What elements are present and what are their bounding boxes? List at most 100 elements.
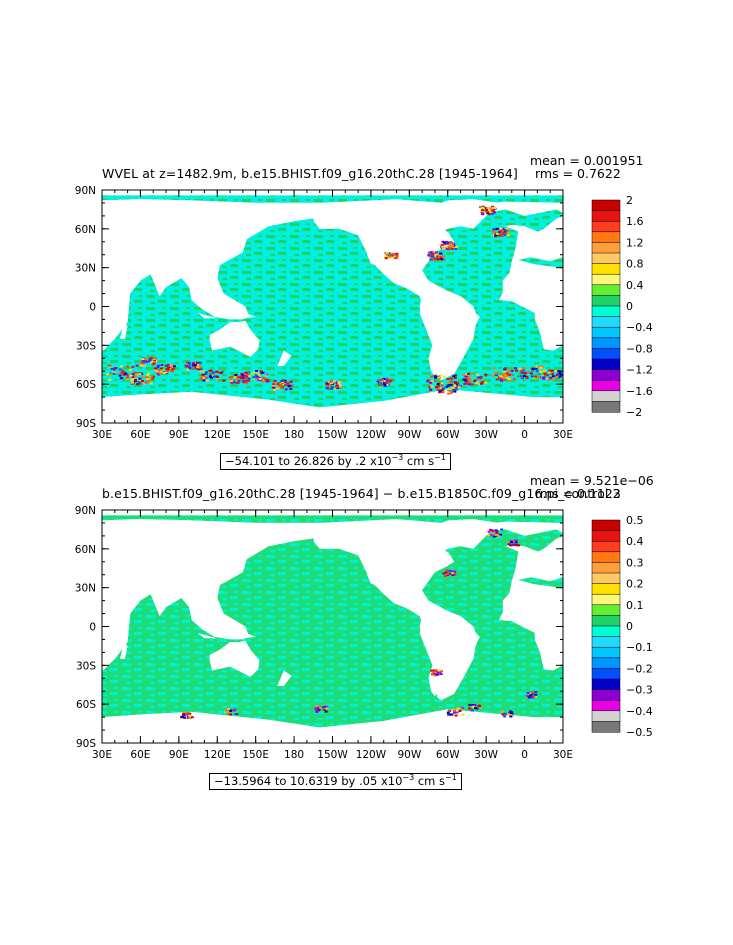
x-tick-label: 0 [521, 429, 528, 441]
land-mask [313, 202, 451, 297]
field-cell [430, 375, 434, 378]
field-cell [138, 377, 142, 380]
field-cell [129, 374, 133, 377]
field-cell [465, 373, 469, 376]
field-cell [478, 705, 481, 708]
field-cell [131, 365, 135, 368]
x-tick-label: 30W [474, 749, 498, 761]
colorbar-swatch [591, 657, 621, 669]
field-cell [492, 367, 496, 370]
field-cell [118, 374, 122, 377]
field-cell [447, 241, 451, 244]
field-cell [188, 716, 192, 719]
field-cell [475, 373, 479, 376]
field-cell [153, 367, 157, 370]
field-cell [490, 212, 494, 215]
field-cell [440, 258, 444, 261]
field-cell [113, 368, 117, 371]
field-cell [212, 375, 216, 378]
x-tick-label: 150W [317, 429, 348, 441]
land-mask [108, 587, 136, 611]
field-cell [129, 373, 133, 376]
field-cell [529, 696, 533, 699]
field-cell [507, 370, 511, 373]
field-cell [453, 570, 457, 573]
field-cell [468, 381, 472, 384]
field-cell [159, 367, 163, 370]
field-cell [191, 368, 195, 371]
field-cell [501, 227, 505, 230]
x-tick-label: 150W [317, 749, 348, 761]
field-cell [530, 375, 534, 378]
field-cell [509, 541, 513, 543]
field-cell [234, 374, 238, 377]
x-tick-label: 90W [397, 749, 421, 761]
field-cell [555, 377, 559, 380]
field-cell [385, 255, 389, 258]
field-cell [545, 377, 549, 380]
field-cell [428, 251, 432, 254]
field-cell [226, 712, 230, 715]
field-cell [456, 707, 460, 710]
field-cell [479, 382, 483, 385]
x-tick-label: 120W [356, 749, 387, 761]
field-cell [446, 711, 450, 714]
field-cell [128, 369, 132, 371]
field-cell [380, 379, 384, 381]
field-cell [450, 570, 454, 573]
field-cell [437, 382, 441, 385]
field-cell [246, 371, 250, 374]
field-cell [255, 374, 258, 377]
colorbar-swatch [591, 316, 621, 328]
land-mask [230, 310, 256, 319]
field-cell [492, 374, 495, 377]
field-cell [390, 378, 394, 381]
field-cell [427, 254, 431, 256]
y-tick-label: 60N [75, 544, 96, 556]
field-cell [446, 242, 449, 245]
colorbar-label: 0.4 [626, 535, 644, 548]
field-cell [153, 368, 157, 371]
field-cell [542, 377, 546, 380]
colorbar-swatch [591, 551, 621, 563]
field-cell [549, 377, 553, 380]
field-cell [436, 255, 440, 258]
field-cell [108, 364, 112, 367]
field-cell [514, 541, 518, 544]
field-cell [503, 714, 506, 717]
field-cell [445, 245, 449, 248]
field-cell [140, 364, 143, 367]
x-tick-label: 60W [436, 429, 460, 441]
field-cell [145, 376, 149, 379]
field-cell [208, 369, 212, 372]
land-mask [108, 267, 136, 291]
y-tick-label: 60N [75, 224, 96, 236]
colorbar-swatch [591, 689, 621, 701]
field-cell [492, 228, 496, 231]
field-cell [247, 377, 251, 380]
field-cell [151, 375, 155, 378]
field-cell [134, 379, 137, 381]
field-cell [217, 371, 221, 374]
colorbar-label: −0.4 [626, 321, 653, 334]
field-cell [276, 382, 280, 385]
field-cell [141, 358, 145, 360]
field-cell [447, 248, 450, 251]
field-cell [196, 363, 200, 366]
field-cell [551, 378, 555, 381]
field-cell [265, 380, 269, 383]
field-cell [199, 377, 203, 380]
field-cell [444, 572, 448, 575]
field-cell [461, 713, 465, 716]
field-cell [202, 377, 206, 380]
x-tick-label: 120E [204, 429, 231, 441]
field-cell [558, 370, 562, 373]
field-cell [222, 379, 226, 382]
field-cell [499, 533, 502, 536]
field-cell [280, 386, 284, 389]
field-cell [436, 673, 440, 676]
field-cell [500, 232, 504, 235]
field-cell [430, 255, 434, 258]
field-cell [451, 247, 454, 250]
x-tick-label: 90E [169, 429, 189, 441]
